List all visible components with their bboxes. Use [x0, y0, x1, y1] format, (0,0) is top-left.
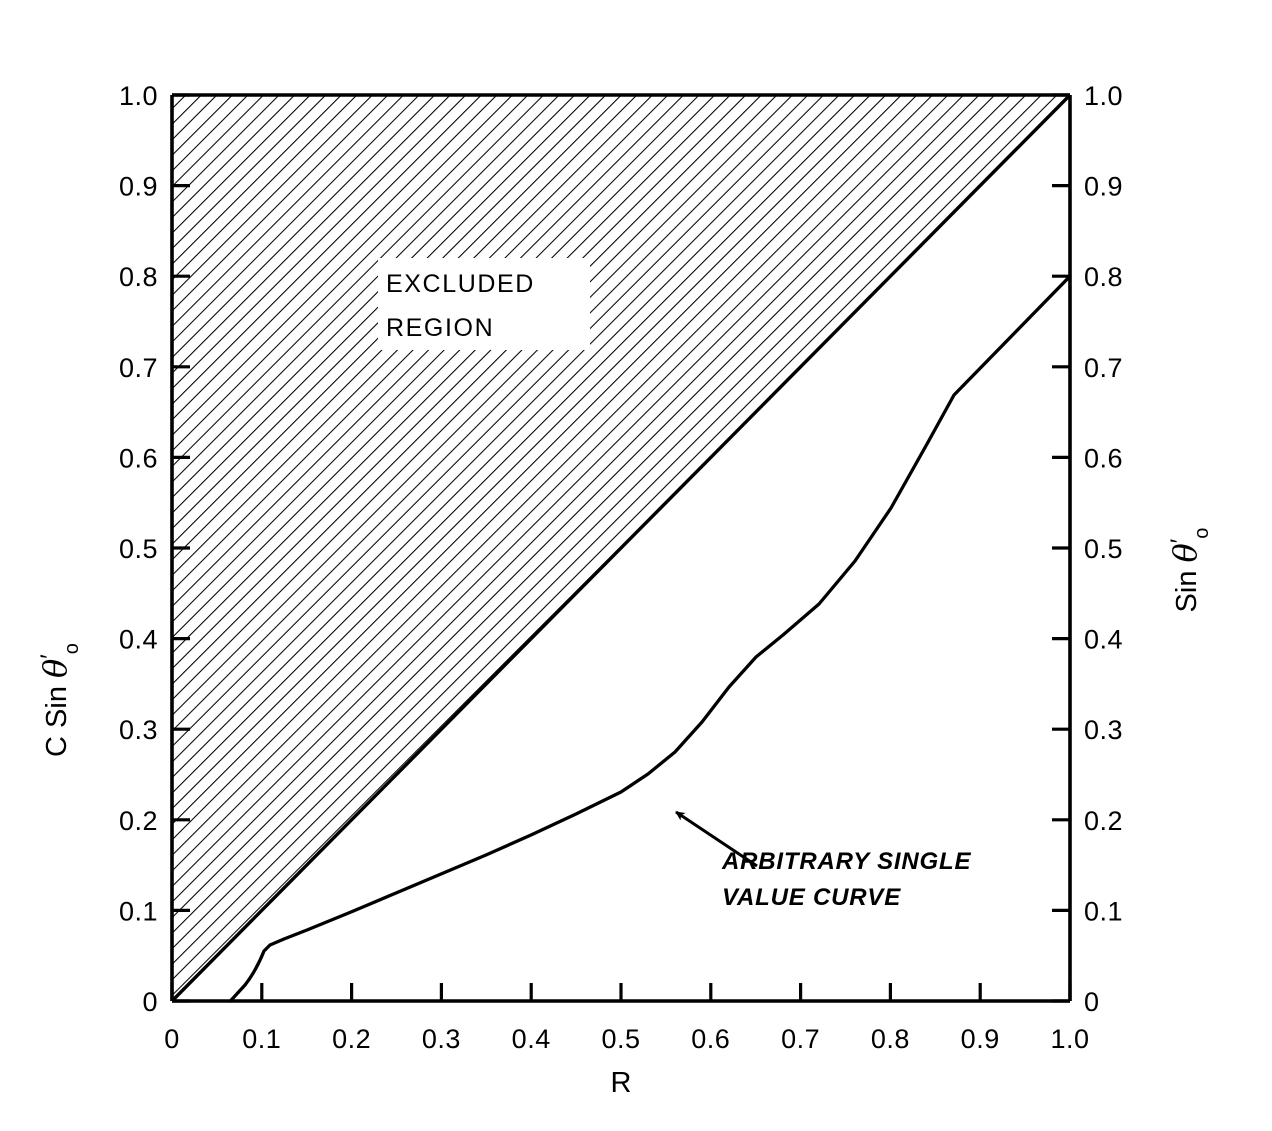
- right-tick-label: 0: [1084, 987, 1100, 1017]
- left-tick-label: 0.6: [119, 443, 158, 473]
- left-tick-label: 0.4: [119, 625, 158, 655]
- bottom-tick-label: 0.5: [601, 1024, 640, 1054]
- bottom-tick-label: 0.2: [332, 1024, 371, 1054]
- bottom-tick-label: 0.1: [242, 1024, 281, 1054]
- bottom-tick-label: 1.0: [1050, 1024, 1089, 1054]
- right-tick-label: 0.3: [1084, 715, 1123, 745]
- right-tick-label: 0.6: [1084, 443, 1123, 473]
- x-axis-title: R: [611, 1067, 632, 1099]
- left-tick-label: 0.2: [119, 806, 158, 836]
- bottom-tick-label: 0.4: [512, 1024, 551, 1054]
- left-tick-label: 0: [142, 987, 158, 1017]
- curve-annotation-line1: ARBITRARY SINGLE: [721, 848, 971, 875]
- prime-glyph-right: ′: [1166, 538, 1193, 543]
- left-tick-label: 0.8: [119, 262, 158, 292]
- theta-glyph-right: θ: [1166, 543, 1204, 562]
- right-tick-label: 0.1: [1084, 896, 1123, 926]
- curve-annotation-line2: VALUE CURVE: [722, 884, 901, 911]
- right-tick-label: 0.4: [1084, 625, 1123, 655]
- right-tick-label: 0.8: [1084, 262, 1123, 292]
- excluded-region-label: EXCLUDED REGION: [378, 258, 590, 350]
- excluded-region-label-line1: EXCLUDED: [386, 270, 535, 298]
- bottom-tick-label: 0: [164, 1024, 180, 1054]
- subscript-o-glyph: o: [61, 643, 83, 654]
- bottom-tick-label: 0.7: [781, 1024, 820, 1054]
- left-tick-label: 1.0: [119, 81, 158, 111]
- bottom-tick-label: 0.8: [871, 1024, 910, 1054]
- bottom-tick-label: 0.9: [961, 1024, 1000, 1054]
- right-tick-label: 1.0: [1084, 81, 1123, 111]
- left-tick-label: 0.1: [119, 896, 158, 926]
- figure-root: 0 0.1 0.2 0.3 0.4 0.5 0.6 0.7 0.8 0.9 1.…: [0, 0, 1272, 1131]
- right-tick-label: 0.5: [1084, 534, 1123, 564]
- excluded-region-label-line2: REGION: [386, 314, 494, 342]
- prime-glyph: ′: [36, 654, 63, 659]
- bottom-tick-label: 0.6: [691, 1024, 730, 1054]
- subscript-o-glyph-right: o: [1191, 528, 1213, 539]
- left-tick-label: 0.7: [119, 353, 158, 383]
- right-tick-label: 0.9: [1084, 172, 1123, 202]
- right-tick-label: 0.2: [1084, 806, 1123, 836]
- theta-glyph: θ: [36, 659, 74, 678]
- right-tick-label: 0.7: [1084, 353, 1123, 383]
- y-axis-title-prefix: C Sin: [41, 678, 73, 757]
- chart-canvas: 0 0.1 0.2 0.3 0.4 0.5 0.6 0.7 0.8 0.9 1.…: [0, 0, 1272, 1131]
- left-tick-label: 0.3: [119, 715, 158, 745]
- bottom-tick-label: 0.3: [422, 1024, 461, 1054]
- left-tick-label: 0.5: [119, 534, 158, 564]
- left-tick-label: 0.9: [119, 172, 158, 202]
- y-axis-right-title-prefix: Sin: [1171, 562, 1203, 612]
